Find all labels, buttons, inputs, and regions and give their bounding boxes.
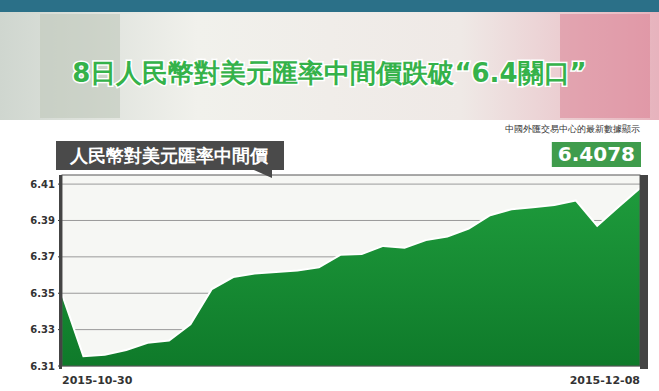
title: 8日人民幣對美元匯率中間價跌破“6.4關口” xyxy=(72,58,586,88)
chart-root: 8日人民幣對美元匯率中間價跌破“6.4關口” 中國外匯交易中心的最新數據顯示 6.3… xyxy=(0,0,659,391)
x-tick-label: 2015-12-08 xyxy=(570,374,640,387)
area xyxy=(62,188,640,366)
y-tick-label: 6.31 xyxy=(30,361,55,372)
data-group xyxy=(62,188,640,366)
annotation: 6.4078 xyxy=(551,141,642,168)
grid-line xyxy=(62,184,640,185)
annotation-label: 6.4078 xyxy=(558,142,635,166)
y-tick-label: 6.33 xyxy=(30,324,55,335)
legend-pointer xyxy=(254,170,272,178)
y-tick-label: 6.41 xyxy=(30,179,55,190)
plot-background xyxy=(62,175,640,366)
right-bar xyxy=(640,175,648,369)
y-tick-label: 6.35 xyxy=(30,288,55,299)
subtitle: 中國外匯交易中心的最新數據顯示 xyxy=(505,124,640,134)
left-bar xyxy=(59,175,62,369)
plot-frame xyxy=(62,175,640,366)
legend-label: 人民幣對美元匯率中間價 xyxy=(69,145,269,166)
annotation-box xyxy=(551,141,642,168)
y-tick-label: 6.37 xyxy=(30,251,55,262)
banner xyxy=(0,12,659,120)
legend-box xyxy=(56,141,284,170)
legend: 人民幣對美元匯率中間價 xyxy=(56,141,284,178)
area-line xyxy=(62,188,640,356)
x-tick-label: 2015-10-30 xyxy=(62,374,133,387)
y-tick-label: 6.39 xyxy=(30,215,55,226)
top-strip xyxy=(0,0,659,12)
